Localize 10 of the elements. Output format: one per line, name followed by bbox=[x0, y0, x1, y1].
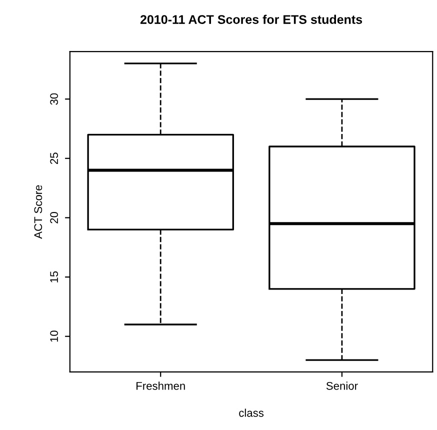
x-tick-label: Freshmen bbox=[136, 382, 185, 390]
y-axis-title: ACT Score bbox=[34, 185, 42, 239]
y-tick-label: 25 bbox=[50, 152, 58, 164]
y-tick-label: 15 bbox=[50, 271, 58, 282]
x-axis-title: class bbox=[239, 408, 264, 417]
chart-title: 2010-11 ACT Scores for ETS students bbox=[140, 14, 362, 24]
y-tick-label: 20 bbox=[50, 212, 58, 224]
x-tick-label: Senior bbox=[326, 382, 358, 390]
y-tick-label: 30 bbox=[50, 93, 58, 105]
y-tick-label: 10 bbox=[50, 330, 58, 342]
